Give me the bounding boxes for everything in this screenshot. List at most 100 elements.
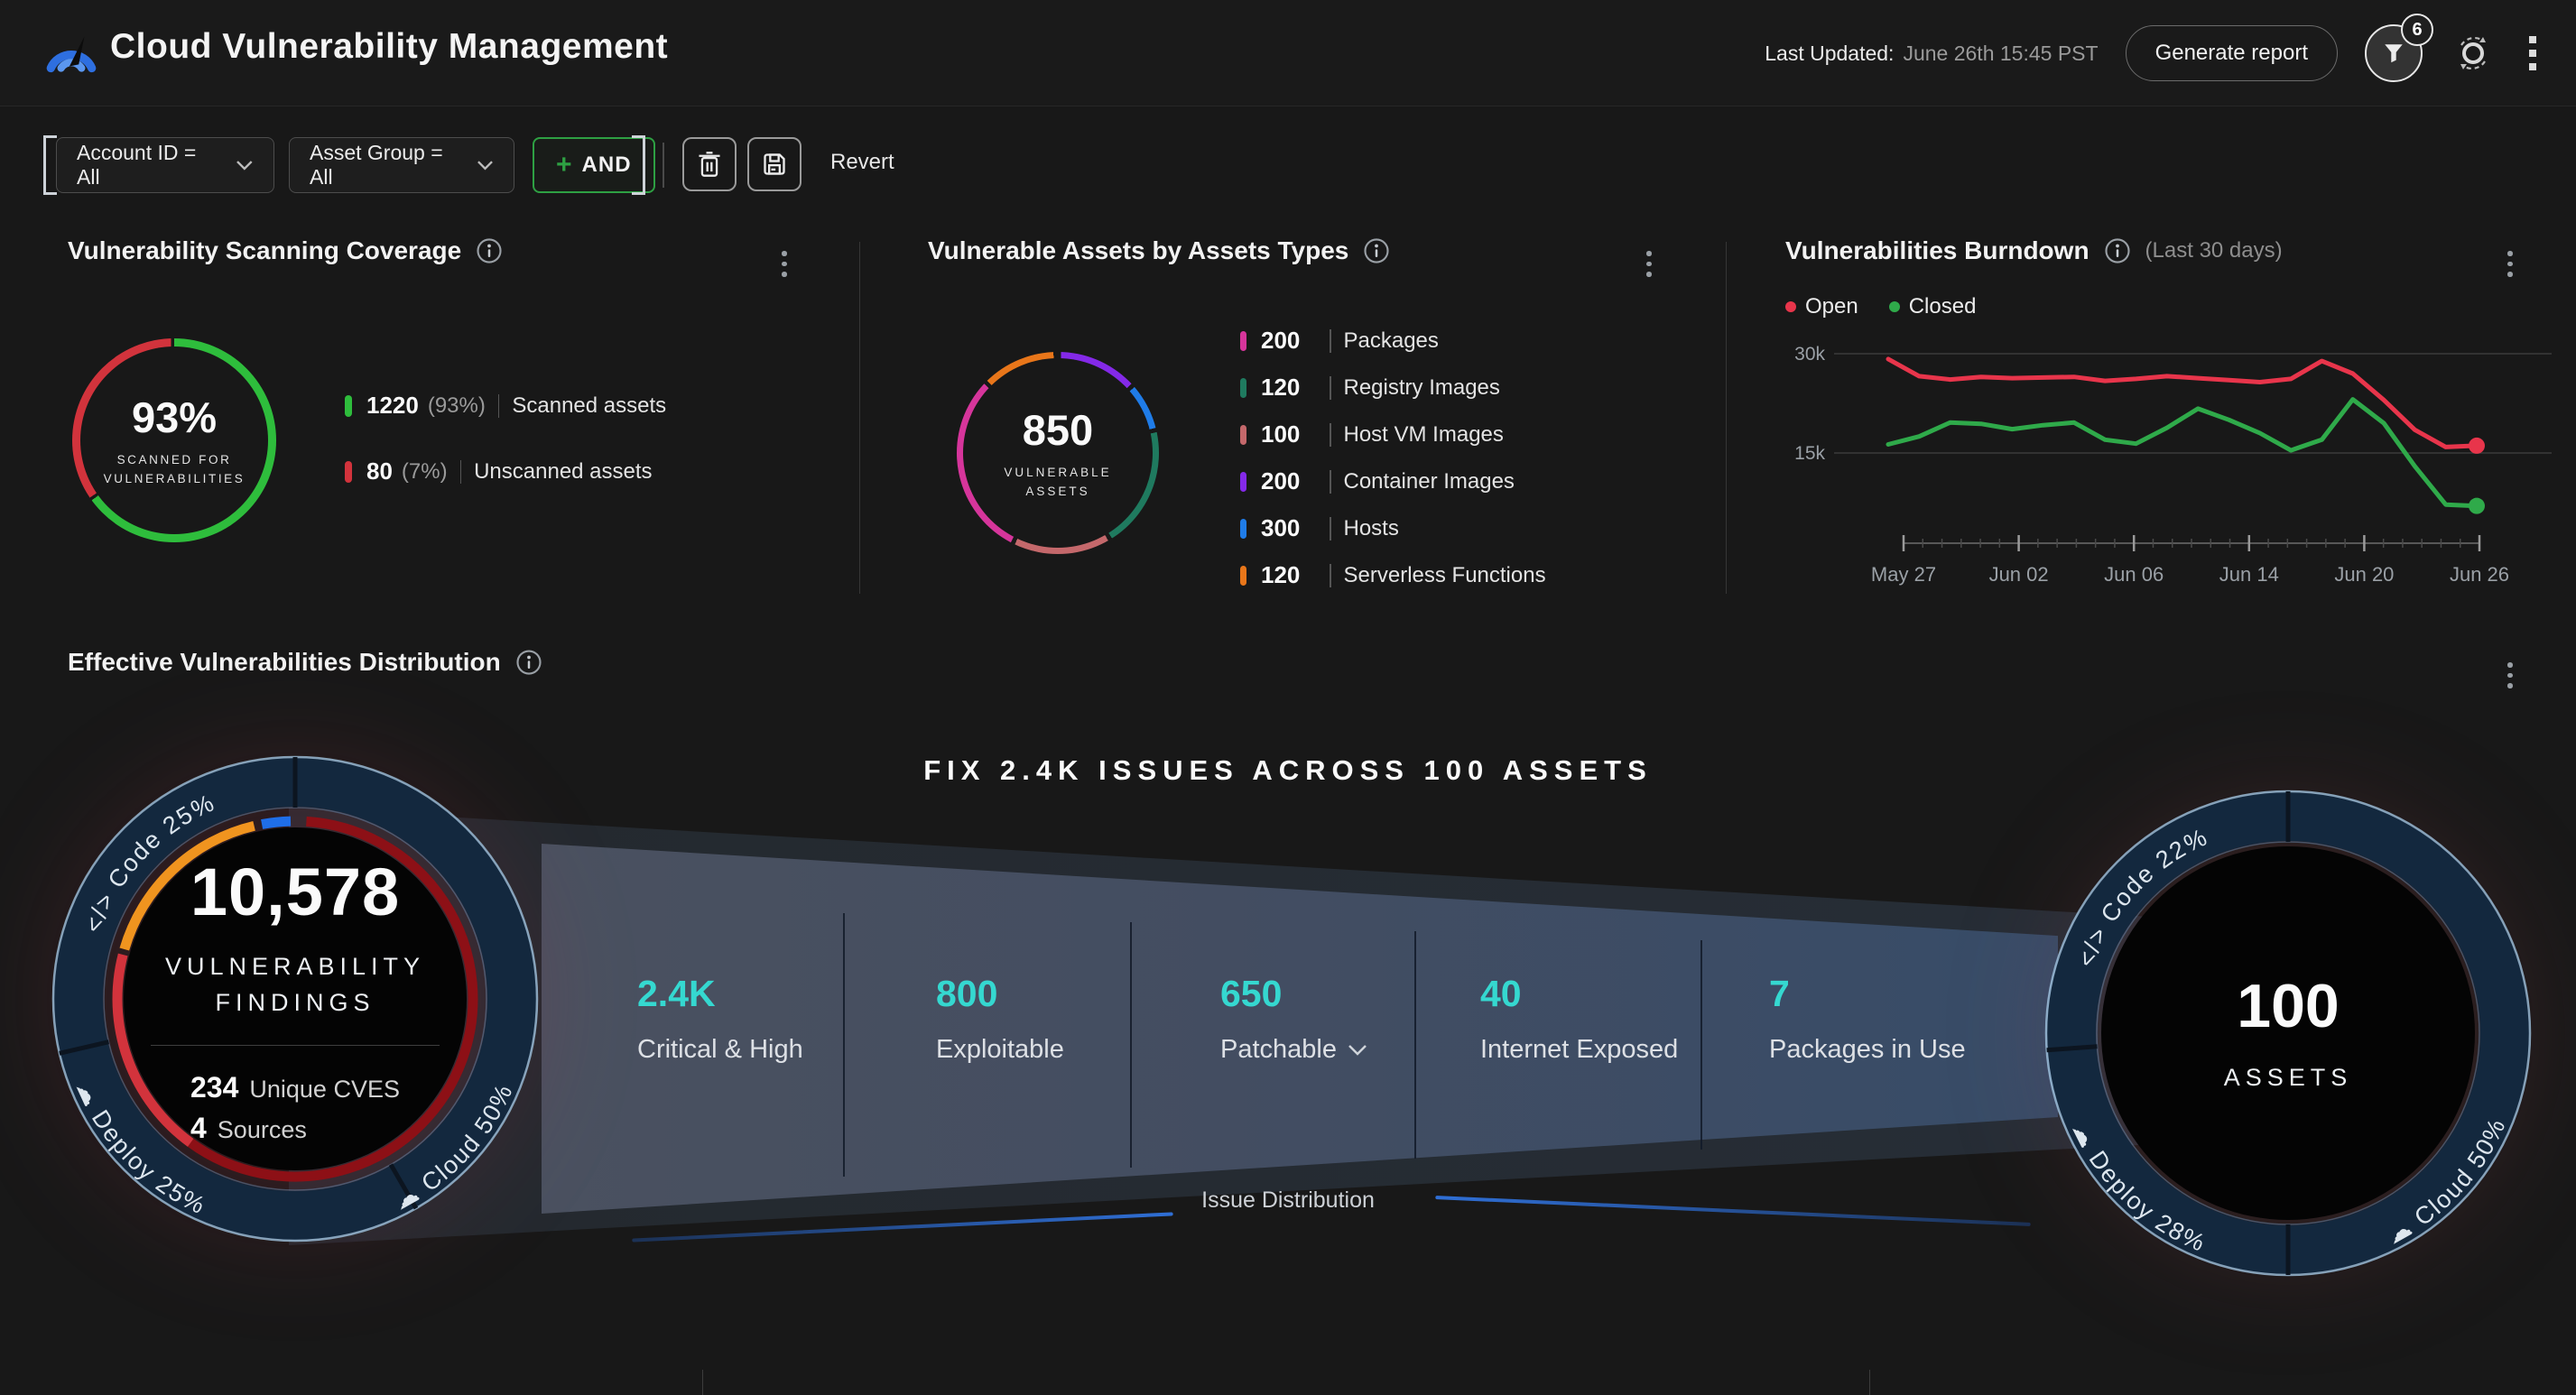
legend-dot <box>1888 301 1900 312</box>
stat-value: 40 <box>1480 973 1522 1014</box>
legend-marker <box>1240 377 1246 398</box>
funnel-stat-patchable: 650 Patchable <box>1220 973 1367 1065</box>
legend-label: Unscanned assets <box>474 458 653 484</box>
legend-marker <box>345 460 352 483</box>
section-title: Effective Vulnerabilities Distribution <box>68 648 501 676</box>
stat-value: 7 <box>1769 973 1790 1014</box>
svg-text:Jun 26: Jun 26 <box>2450 563 2509 586</box>
divider <box>151 1044 440 1046</box>
issue-distribution-label: Issue Distribution <box>1201 1187 1375 1213</box>
right-gauge-center: 100 ASSETS <box>2126 871 2451 1196</box>
legend-value: 120 <box>1261 374 1301 401</box>
legend-dot <box>1785 301 1796 312</box>
donut-center-caption: VULNERABLE ASSETS <box>1004 466 1112 498</box>
card-kebab-menu[interactable] <box>776 245 792 282</box>
top-header: Cloud Vulnerability Management Last Upda… <box>0 0 2576 106</box>
global-filter-button[interactable]: 6 <box>2365 14 2433 82</box>
stat-label: Internet Exposed <box>1480 1035 1678 1065</box>
chevron-down-icon <box>236 161 253 171</box>
last-updated-label: Last Updated: <box>1765 41 1895 65</box>
assets-value: 100 <box>2237 971 2340 1040</box>
funnel-banner-title: FIX 2.4K ISSUES ACROSS 100 ASSETS <box>923 754 1653 786</box>
stat-value: 2.4K <box>637 973 716 1014</box>
legend-value: 1220 <box>366 392 419 419</box>
page-title: Cloud Vulnerability Management <box>110 27 669 66</box>
add-and-filter-button[interactable]: + AND <box>533 137 655 193</box>
refresh-button[interactable] <box>2450 30 2497 77</box>
funnel-stat-divider <box>1130 922 1132 1168</box>
stat-label: Critical & High <box>637 1035 803 1065</box>
legend-pipe <box>497 393 500 418</box>
funnel-stat-internet-exposed: 40 Internet Exposed <box>1480 973 1678 1065</box>
card-title: Vulnerabilities Burndown <box>1785 236 2090 264</box>
info-icon[interactable] <box>2104 237 2131 264</box>
legend-item: 300 Hosts <box>1240 514 1546 542</box>
findings-substats: 234 Unique CVES 4 Sources <box>190 1064 400 1145</box>
filter-chip-account-id[interactable]: Account ID = All <box>56 137 274 193</box>
stat-label-dropdown[interactable]: Patchable <box>1220 1035 1367 1065</box>
legend-item: 120 Serverless Functions <box>1240 561 1546 589</box>
stat-label-text: Patchable <box>1220 1035 1337 1064</box>
last-updated-value: June 26th 15:45 PST <box>1903 41 2099 65</box>
legend-marker <box>1240 565 1246 586</box>
card-divider <box>859 242 860 594</box>
trash-icon <box>699 152 720 177</box>
plus-icon: + <box>556 150 573 180</box>
stat-value: 800 <box>936 973 998 1014</box>
burndown-line-chart: 30k 15k May 27 Jun 02 Jun 06 Jun 14 Jun 20 Jun … <box>1794 344 2552 586</box>
info-icon[interactable] <box>515 649 542 676</box>
revert-button[interactable]: Revert <box>830 150 894 174</box>
assets-by-type-legend: 200 Packages 120 Registry Images 100 Host VM … <box>1240 327 1546 589</box>
card-kebab-menu[interactable] <box>1641 245 1657 282</box>
donut-center-caption: SCANNED FOR VULNERABILITIES <box>103 453 246 485</box>
header-actions: Last Updated: June 26th 15:45 PST Generat… <box>1765 0 2542 106</box>
svg-text:Jun 20: Jun 20 <box>2334 563 2394 586</box>
legend-item: 200 Packages <box>1240 327 1546 355</box>
legend-marker <box>1240 471 1246 492</box>
stat-value: 650 <box>1220 973 1283 1014</box>
generate-report-button[interactable]: Generate report <box>2125 25 2338 81</box>
next-section-divider <box>1869 1370 1870 1395</box>
legend-pipe <box>1330 563 1331 587</box>
info-icon[interactable] <box>1363 237 1390 264</box>
substat-value: 4 <box>190 1111 207 1144</box>
filter-chip-label: Account ID = All <box>77 141 197 189</box>
legend-label: Container Images <box>1343 468 1515 494</box>
section-kebab-menu[interactable] <box>2502 657 2518 694</box>
funnel-band <box>289 794 2288 1245</box>
donut-center-value: 850 <box>1022 406 1094 455</box>
legend-marker <box>1240 330 1246 351</box>
legend-marker <box>1240 424 1246 445</box>
info-icon[interactable] <box>476 237 503 264</box>
funnel-stat-divider <box>843 913 845 1177</box>
stat-label-text: Exploitable <box>936 1035 1064 1064</box>
findings-value: 10,578 <box>190 854 401 929</box>
card-divider <box>1726 242 1727 594</box>
vulnerability-findings-gauge: </> Code 25%☁ Cloud 50%☁ Deploy 25% <box>51 755 539 1243</box>
filter-chip-asset-group[interactable]: Asset Group = All <box>289 137 514 193</box>
legend-percent: (7%) <box>401 458 448 484</box>
legend-label: Packages <box>1343 328 1439 353</box>
stat-label-text: Internet Exposed <box>1480 1035 1679 1064</box>
legend-item: 120 Registry Images <box>1240 374 1546 402</box>
funnel-stat-exploitable: 800 Exploitable <box>936 973 1064 1065</box>
card-kebab-menu[interactable] <box>2502 245 2518 282</box>
scanning-coverage-donut: 93% SCANNED FOR VULNERABILITIES <box>72 338 276 542</box>
svg-text:15k: 15k <box>1794 443 1825 464</box>
legend-pipe <box>1330 469 1331 494</box>
legend-label: Host VM Images <box>1343 421 1504 447</box>
delete-filters-button[interactable] <box>682 137 737 191</box>
card-title: Vulnerability Scanning Coverage <box>68 236 462 264</box>
legend-value: 200 <box>1261 467 1301 494</box>
svg-text:Jun 14: Jun 14 <box>2219 563 2279 586</box>
stat-label: Packages in Use <box>1769 1035 1966 1065</box>
legend-value: 300 <box>1261 514 1301 541</box>
legend-pipe <box>1330 328 1331 353</box>
header-kebab-menu[interactable] <box>2524 31 2542 76</box>
assets-caption: ASSETS <box>2223 1063 2353 1091</box>
legend-pipe <box>1330 516 1331 540</box>
filter-group-bracket-left <box>43 135 57 195</box>
funnel-stat-critical-high: 2.4K Critical & High <box>637 973 803 1065</box>
substat-label: Sources <box>217 1115 307 1143</box>
save-filters-button[interactable] <box>747 137 802 191</box>
